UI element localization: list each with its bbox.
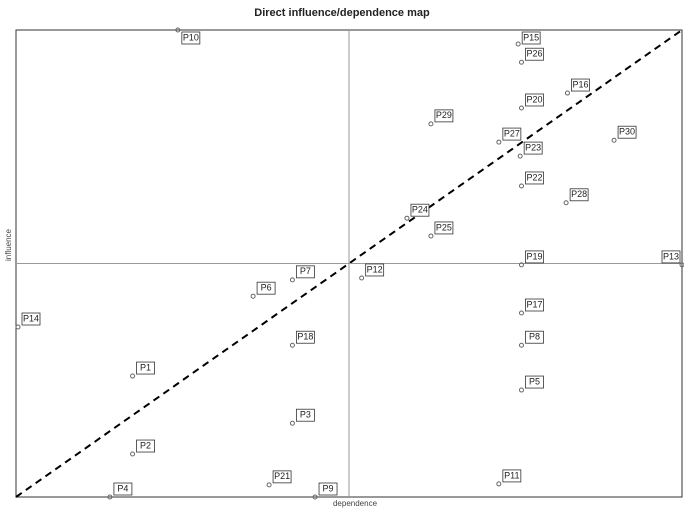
point-label: P16 <box>571 79 589 91</box>
point <box>518 154 522 158</box>
point <box>429 122 433 126</box>
label-text: P10 <box>183 32 199 42</box>
label-text: P30 <box>619 127 635 137</box>
label-text: P8 <box>529 332 540 342</box>
point-label: P24 <box>411 204 429 216</box>
point-label: P28 <box>570 189 588 201</box>
point <box>497 140 501 144</box>
label-text: P9 <box>323 483 334 493</box>
label-text: P4 <box>117 483 128 493</box>
label-text: P25 <box>436 222 452 232</box>
label-text: P15 <box>523 32 539 42</box>
chart-title: Direct influence/dependence map <box>254 7 430 19</box>
point-label: P11 <box>503 470 521 482</box>
point-label: P1 <box>137 362 155 374</box>
point <box>429 234 433 238</box>
label-text: P5 <box>529 376 540 386</box>
point <box>519 184 523 188</box>
label-text: P17 <box>526 299 542 309</box>
label-text: P14 <box>23 313 39 323</box>
point <box>290 278 294 282</box>
label-text: P11 <box>504 470 519 480</box>
point <box>131 452 135 456</box>
point <box>290 421 294 425</box>
label-text: P22 <box>526 172 542 182</box>
label-text: P18 <box>297 332 313 342</box>
point-label: P27 <box>503 128 521 140</box>
point-label: P17 <box>525 299 543 311</box>
point <box>267 483 271 487</box>
point-label: P18 <box>296 331 314 343</box>
point <box>516 42 520 46</box>
point-label: P14 <box>22 313 40 325</box>
point <box>405 216 409 220</box>
y-axis-label: influence <box>4 228 13 261</box>
point-label: P6 <box>257 282 275 294</box>
point <box>519 388 523 392</box>
point <box>612 138 616 142</box>
point-label: P21 <box>273 471 291 483</box>
point-label: P26 <box>525 48 543 60</box>
label-text: P1 <box>140 362 151 372</box>
point <box>131 374 135 378</box>
chart: Direct influence/dependence map dependen… <box>0 0 684 509</box>
label-text: P12 <box>367 264 383 274</box>
point <box>519 311 523 315</box>
label-text: P29 <box>436 110 452 120</box>
point <box>251 294 255 298</box>
label-text: P26 <box>526 49 542 59</box>
label-text: P2 <box>140 440 151 450</box>
point <box>564 201 568 205</box>
point-label: P5 <box>525 376 543 388</box>
point-label: P19 <box>525 251 543 263</box>
label-text: P3 <box>300 410 311 420</box>
point-label: P29 <box>435 110 453 122</box>
label-text: P27 <box>504 128 520 138</box>
label-text: P28 <box>571 189 587 199</box>
point <box>519 343 523 347</box>
point <box>519 106 523 110</box>
point-label: P25 <box>435 222 453 234</box>
point-label: P3 <box>296 409 314 421</box>
point <box>519 60 523 64</box>
point-label: P20 <box>525 94 543 106</box>
point <box>497 482 501 486</box>
point-label: P15 <box>522 32 540 44</box>
label-text: P20 <box>526 94 542 104</box>
point-label: P9 <box>319 483 337 495</box>
label-text: P16 <box>572 79 588 89</box>
point-label: P2 <box>137 440 155 452</box>
x-axis-label: dependence <box>333 499 378 508</box>
point-label: P22 <box>525 172 543 184</box>
point-label: P10 <box>182 32 200 44</box>
point-label: P30 <box>618 126 636 138</box>
label-text: P7 <box>300 266 311 276</box>
label-text: P6 <box>261 283 272 293</box>
label-text: P23 <box>525 142 541 152</box>
point <box>360 276 364 280</box>
label-text: P19 <box>526 251 542 261</box>
point-label: P12 <box>366 264 384 276</box>
point-label: P7 <box>296 266 314 278</box>
point-label: P8 <box>525 331 543 343</box>
point-label: P4 <box>114 483 132 495</box>
point-label: P23 <box>524 142 542 154</box>
page: Direct influence/dependence map dependen… <box>0 0 684 509</box>
point <box>16 325 20 329</box>
label-text: P24 <box>412 205 428 215</box>
point <box>290 343 294 347</box>
point-label: P13 <box>662 251 680 263</box>
label-text: P13 <box>663 251 679 261</box>
point <box>565 91 569 95</box>
label-text: P21 <box>274 471 290 481</box>
